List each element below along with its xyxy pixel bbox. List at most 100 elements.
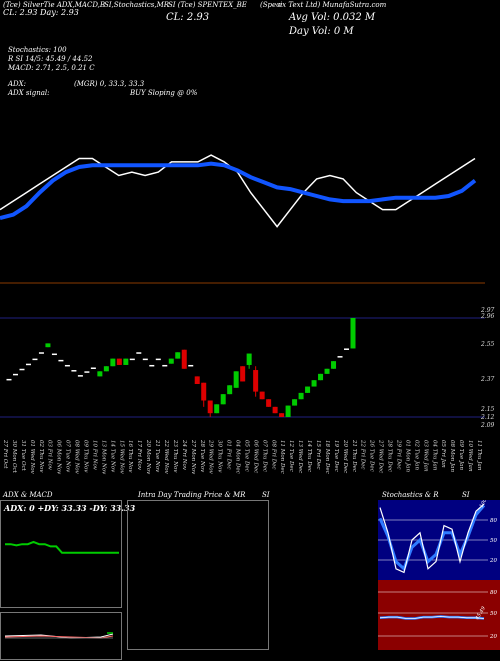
- date-axis-tick: 22 Wed Nov: [163, 439, 169, 475]
- date-axis-tick: 02 Tue Jan: [413, 440, 419, 470]
- stochastics-value: Stochastics: 100: [8, 46, 67, 54]
- macd-value: MACD: 2.71, 2.5, 0.21 C: [8, 64, 95, 72]
- adx-chart: [5, 540, 119, 554]
- date-axis-tick: 04 Mon Dec: [235, 440, 241, 474]
- candle-body: [305, 386, 311, 393]
- price-axis-tick: 2.96: [480, 313, 495, 320]
- date-axis-tick: 01 Fri Dec: [226, 440, 232, 469]
- candle-body: [6, 378, 12, 381]
- date-axis-tick: 06 Mon Nov: [56, 440, 62, 475]
- candle-body: [331, 361, 337, 369]
- candle-body: [350, 318, 356, 349]
- candle-body: [58, 359, 64, 362]
- date-axis-tick: 20 Mon Nov: [145, 439, 151, 475]
- candle-body: [227, 385, 233, 395]
- date-axis-tick: 14 Thu Dec: [306, 440, 312, 472]
- date-axis-tick: 07 Thu Dec: [261, 440, 267, 472]
- adx-panel: ADX: 0 +DY: 33.33 -DY: 33.33: [0, 500, 135, 608]
- date-axis-tick: 13 Mon Nov: [100, 440, 106, 475]
- candle-body: [71, 370, 77, 372]
- date-axis-tick: 10 Wed Jan: [467, 440, 473, 472]
- buy-signal: BUY Sloping @ 0%: [130, 89, 198, 97]
- adx-label: ADX:: [8, 80, 27, 88]
- candle-body: [246, 353, 252, 365]
- close-price-big: CL: 2.93: [166, 12, 210, 23]
- candle-body: [64, 364, 70, 367]
- candle-body: [110, 358, 116, 367]
- stochastics-chart: 80 50 20 100: [378, 500, 500, 580]
- intraday-panel-title-right: SI: [262, 491, 270, 499]
- date-axis-tick: 01 Wed Nov: [29, 440, 35, 475]
- rsi-panel: 80 50 20 45.49: [378, 580, 500, 650]
- rsi-background: [378, 580, 500, 650]
- candle-body: [97, 371, 103, 377]
- price-axis-tick: 2.09: [480, 422, 495, 429]
- candle-body: [298, 392, 304, 400]
- candle-body: [292, 399, 298, 406]
- candle-body: [77, 375, 83, 377]
- date-axis-tick: 14 Tue Nov: [109, 440, 115, 473]
- adx-panel-values: ADX: 0 +DY: 33.33 -DY: 33.33: [4, 503, 136, 513]
- candlestick-chart: 2.972.962.552.372.152.122.09 27 Fri Oct 3…: [0, 282, 495, 475]
- date-axis-tick: 30 Thu Nov: [217, 440, 223, 473]
- date-axis-tick: 19 Tue Dec: [333, 440, 339, 472]
- candle-body: [272, 406, 278, 414]
- header-title-right: (Speci: [260, 1, 283, 9]
- candle-body: [168, 358, 174, 364]
- candle-body: [266, 399, 272, 407]
- date-axis-tick: 11 Mon Dec: [279, 440, 285, 474]
- header-title-far: ex Text Ltd) MunafaSutra.com: [278, 1, 387, 9]
- header-title-left: (Tce) SilverTie ADX,MACD,B: [3, 1, 106, 9]
- candle-body: [38, 352, 44, 354]
- intraday-panel-title: Intra Day Trading Price & MR: [138, 491, 246, 499]
- rsi-tick: 50: [490, 611, 497, 617]
- date-axis-tick: 05 Tue Dec: [243, 440, 249, 472]
- rsi-tick: 20: [489, 634, 497, 640]
- candle-body: [188, 364, 194, 367]
- date-axis-tick: 27 Wed Dec: [378, 439, 384, 473]
- date-axis-tick: 03 Wed Jan: [422, 440, 428, 472]
- candle-body: [155, 358, 161, 361]
- candle-body: [162, 364, 168, 367]
- candle-body: [149, 364, 155, 367]
- candle-body: [279, 413, 285, 417]
- avg-volume: Avg Vol: 0.032 M: [289, 12, 376, 23]
- header-title-mid: SI,Stochastics,MR: [104, 1, 170, 9]
- date-axis-tick: 30 Mon Oct: [11, 440, 17, 474]
- candle-body: [84, 371, 90, 373]
- date-axis-tick: 20 Wed Dec: [342, 439, 348, 473]
- date-axis-tick: 21 Thu Dec: [351, 439, 357, 472]
- candle-body: [32, 358, 38, 361]
- date-axis-tick: 22 Fri Dec: [360, 439, 366, 469]
- price-axis-tick: 2.55: [480, 341, 495, 348]
- candle-body: [240, 366, 246, 382]
- candle-body: [253, 370, 259, 392]
- date-axis-tick: 06 Wed Dec: [252, 440, 258, 473]
- candle-body: [214, 404, 220, 414]
- candle-body: [175, 352, 181, 359]
- date-axis-tick: 04 Thu Jan: [431, 440, 437, 471]
- candle-body: [318, 373, 324, 381]
- date-axis-tick: 10 Fri Nov: [91, 440, 97, 471]
- rsi-value: R SI 14/5: 45.49 / 44.52: [8, 55, 93, 63]
- candle-body: [51, 353, 57, 356]
- stochastics-line: [379, 503, 485, 574]
- price-axis-tick: 2.37: [480, 376, 495, 383]
- date-axis-tick: 28 Thu Dec: [387, 439, 393, 472]
- price-axis-tick: 2.97: [480, 307, 495, 314]
- candle-body: [324, 368, 330, 374]
- candle-body: [207, 400, 213, 414]
- candle-body: [285, 405, 291, 417]
- price-axis-tick: 2.12: [480, 414, 495, 421]
- date-axis-tick: 18 Mon Dec: [324, 440, 330, 474]
- date-axis-tick: 01 Mon Jan: [404, 440, 410, 472]
- date-axis-tick: 27 Fri Oct: [2, 439, 8, 469]
- candle-body: [136, 352, 142, 354]
- date-axis-tick: 08 Wed Nov: [74, 440, 80, 475]
- date-axis-tick: 21 Tue Nov: [154, 439, 160, 473]
- macd-panel: [0, 612, 122, 660]
- close-day: CL: 2.93 Day: 2.93: [3, 8, 79, 17]
- date-axis-tick: 12 Tue Dec: [288, 440, 294, 472]
- date-axis-tick: 26 Tue Dec: [369, 439, 375, 472]
- date-axis-tick: 16 Thu Nov: [127, 440, 133, 473]
